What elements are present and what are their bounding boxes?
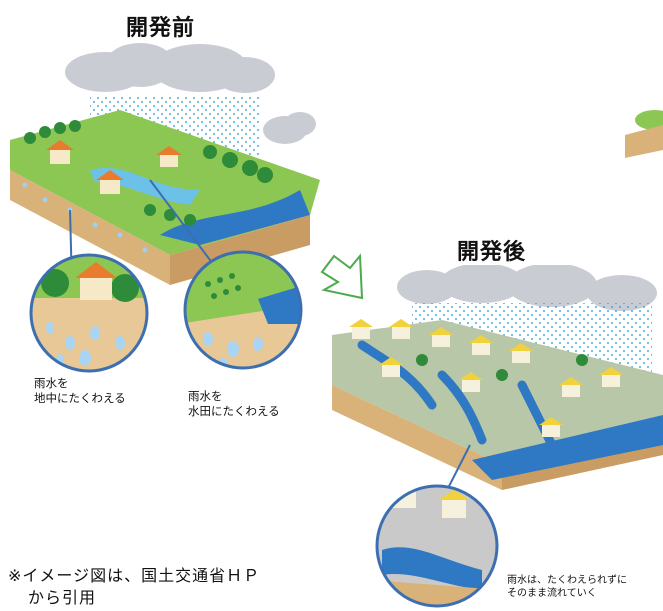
- cloud-icon: [65, 43, 316, 144]
- arrow-icon: [320, 253, 364, 300]
- before-title: 開発前: [126, 16, 196, 41]
- paddy-storage-caption: 雨水を 水田にたくわえる: [188, 389, 280, 418]
- before-development-illustration: [10, 43, 320, 286]
- water-drop-icon: [46, 322, 125, 366]
- magnified-runoff-circle: [375, 484, 499, 608]
- cloud-icon: [397, 265, 657, 311]
- source-note: ※イメージ図は、国土交通省ＨＰ から引用: [8, 566, 261, 607]
- after-development-illustration: [332, 265, 663, 495]
- magnified-paddy-circle: [183, 250, 303, 370]
- tree-icon: [416, 354, 588, 381]
- tree-icon: [24, 120, 273, 226]
- after-title: 開発後: [457, 240, 527, 265]
- magnified-ground-circle: [29, 253, 149, 373]
- runoff-caption: 雨水は、たくわえられずに そのまま流れていく: [507, 575, 627, 599]
- house-icon: [349, 319, 623, 437]
- runoff-water: [357, 340, 557, 450]
- water-drop-icon: [22, 182, 148, 253]
- house-icon: [46, 140, 182, 194]
- cropped-illustration: [625, 110, 663, 158]
- ground-storage-caption: 雨水を 地中にたくわえる: [34, 376, 126, 405]
